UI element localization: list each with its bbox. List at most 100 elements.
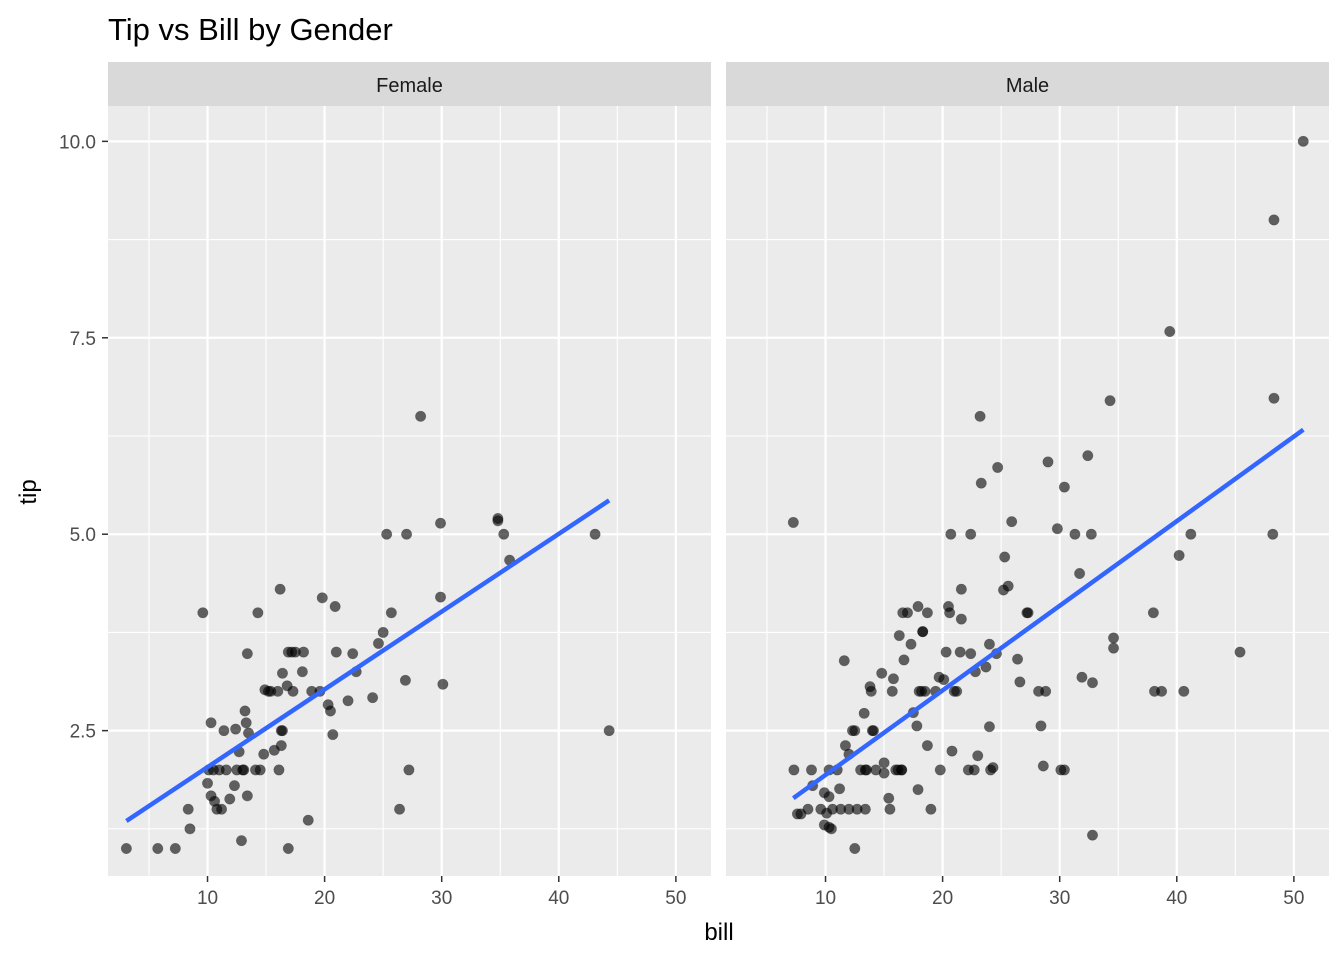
data-point (898, 654, 910, 666)
y-tick-label: 7.5 (70, 329, 96, 350)
data-point (838, 655, 850, 667)
data-point (911, 720, 923, 732)
strip-label-female: Female (376, 75, 443, 97)
data-point (437, 678, 449, 690)
regression-line-female (125, 498, 611, 823)
data-point (921, 740, 933, 752)
data-point (944, 607, 956, 619)
data-point (1040, 685, 1052, 697)
data-point (938, 674, 950, 686)
data-point (1156, 685, 1168, 697)
data-point (921, 607, 933, 619)
data-point (955, 613, 967, 625)
x-tick-label: 40 (548, 888, 569, 909)
data-point (865, 685, 877, 697)
data-point (849, 725, 861, 737)
data-point (1108, 632, 1120, 644)
data-point (182, 803, 194, 815)
data-point (1076, 671, 1088, 683)
data-point (498, 528, 510, 540)
data-point (1108, 642, 1120, 654)
data-point (241, 648, 253, 660)
chart-title: Tip vs Bill by Gender (108, 12, 393, 47)
data-point (1268, 392, 1280, 404)
data-point (329, 600, 341, 612)
data-point (1147, 607, 1159, 619)
data-point (886, 685, 898, 697)
strip-background-female (108, 62, 711, 106)
y-tick-label: 5.0 (70, 525, 96, 546)
data-point (1074, 567, 1086, 579)
data-point (316, 592, 328, 604)
data-point (893, 630, 905, 642)
data-point (415, 410, 427, 422)
data-point (274, 583, 286, 595)
data-point (884, 803, 896, 815)
data-point (934, 764, 946, 776)
data-point (218, 725, 230, 737)
data-point (381, 528, 393, 540)
data-point (272, 685, 284, 697)
data-point (205, 717, 217, 729)
data-point (1069, 528, 1081, 540)
regression-line-male (792, 427, 1305, 801)
data-point (298, 646, 310, 658)
data-point (169, 842, 181, 854)
y-axis: 2.5 5.0 7.5 10.0 (59, 132, 108, 743)
data-point (965, 648, 977, 660)
data-point (983, 721, 995, 733)
data-point (945, 528, 957, 540)
data-point (1173, 549, 1185, 561)
data-point (825, 823, 837, 835)
data-point (1297, 135, 1309, 147)
data-point (435, 591, 447, 603)
data-point (435, 517, 447, 529)
x-tick-label: 50 (1283, 888, 1304, 909)
data-point (1234, 646, 1246, 658)
data-point (1058, 481, 1070, 493)
data-point (1086, 829, 1098, 841)
data-point (905, 638, 917, 650)
data-point (834, 783, 846, 795)
data-point (887, 673, 899, 685)
strip-label-male: Male (1006, 75, 1049, 97)
data-point (1014, 676, 1026, 688)
data-point (946, 745, 958, 757)
data-point (1185, 528, 1197, 540)
data-point (983, 638, 995, 650)
strip-background-male (726, 62, 1329, 106)
data-point (968, 764, 980, 776)
data-point (802, 803, 814, 815)
data-point (589, 528, 601, 540)
data-point (965, 528, 977, 540)
data-point (876, 667, 888, 679)
data-point (1082, 450, 1094, 462)
data-point (859, 803, 871, 815)
data-point (883, 792, 895, 804)
data-point (276, 667, 288, 679)
data-point (252, 607, 264, 619)
data-point (394, 803, 406, 815)
data-point (974, 410, 986, 422)
data-point (492, 515, 504, 527)
x-tick-label: 10 (815, 888, 836, 909)
data-point (228, 780, 240, 792)
data-point (202, 777, 214, 789)
data-point (287, 685, 299, 697)
data-point (603, 725, 615, 737)
data-point (184, 823, 196, 835)
data-point (972, 750, 984, 762)
data-point (896, 764, 908, 776)
data-point (912, 600, 924, 612)
data-point (1002, 580, 1014, 592)
data-point (240, 717, 252, 729)
data-point (238, 764, 250, 776)
x-tick-label: 20 (314, 888, 335, 909)
data-point (940, 646, 952, 658)
data-point (216, 803, 228, 815)
data-point (1006, 516, 1018, 528)
data-point (1268, 214, 1280, 226)
data-point (1085, 528, 1097, 540)
data-point (992, 461, 1004, 473)
data-point (787, 516, 799, 528)
